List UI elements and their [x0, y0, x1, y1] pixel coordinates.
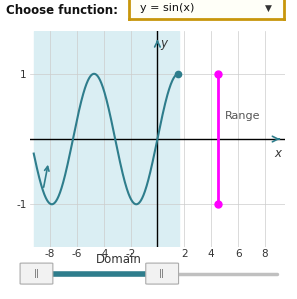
- Text: ▼: ▼: [265, 4, 272, 13]
- FancyBboxPatch shape: [20, 263, 53, 284]
- Text: ||: ||: [159, 269, 165, 278]
- FancyBboxPatch shape: [146, 263, 178, 284]
- Text: y = sin(x): y = sin(x): [140, 3, 194, 13]
- Text: Range: Range: [225, 111, 260, 121]
- Bar: [34, 31, 178, 247]
- Text: Choose function:: Choose function:: [6, 4, 118, 17]
- Text: x: x: [274, 147, 281, 160]
- Text: Domain: Domain: [96, 253, 142, 266]
- Text: ||: ||: [34, 269, 40, 278]
- Text: y: y: [160, 36, 167, 50]
